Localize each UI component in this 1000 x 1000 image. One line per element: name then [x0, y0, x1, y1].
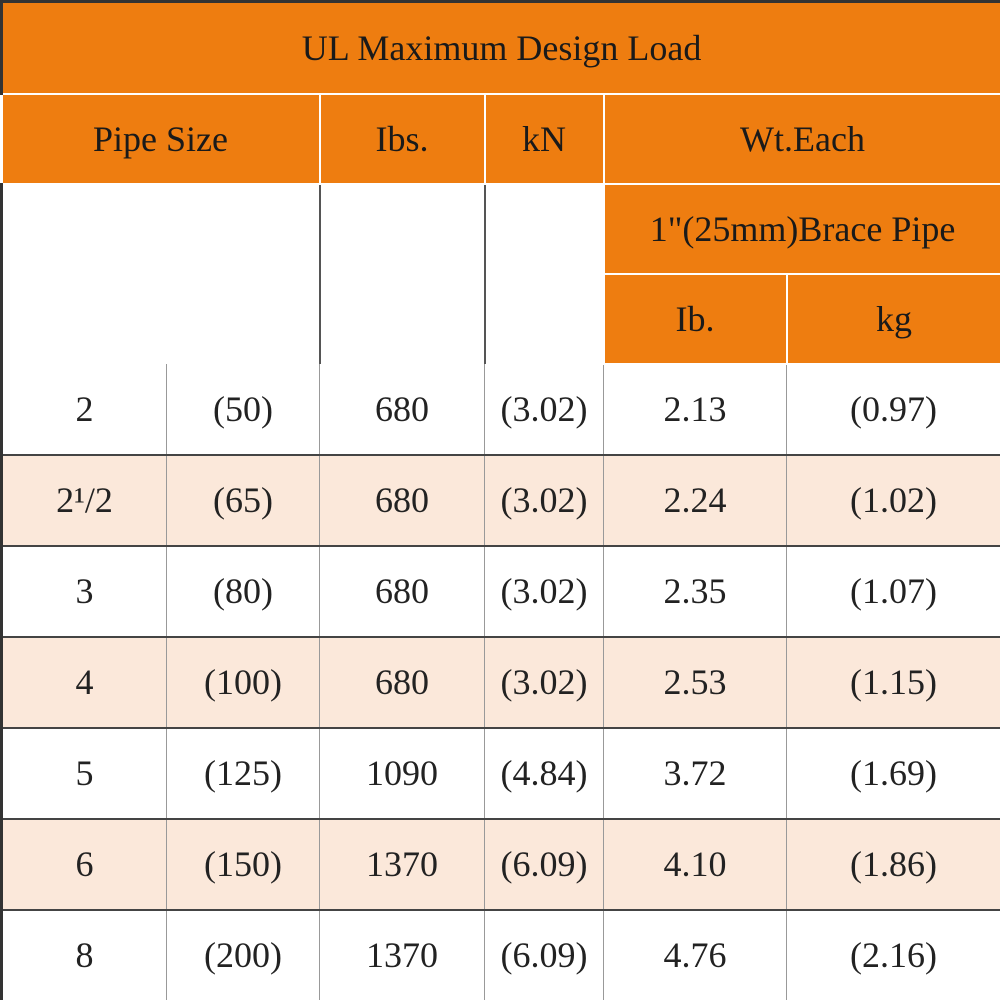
- table-title: UL Maximum Design Load: [0, 0, 1000, 95]
- data-row: 8 (200) 1370 (6.09) 4.76 (2.16): [0, 909, 1000, 1000]
- data-cell: (50): [166, 363, 320, 456]
- data-cell: (6.09): [484, 818, 604, 911]
- data-cell: 1090: [319, 727, 485, 820]
- data-cell: (2.16): [785, 909, 1000, 1000]
- data-cell: (3.02): [484, 636, 604, 729]
- data-cell: (1.02): [785, 454, 1000, 547]
- data-cell: (3.02): [484, 454, 604, 547]
- data-row: 5 (125) 1090 (4.84) 3.72 (1.69): [0, 727, 1000, 820]
- blank-cell: [483, 183, 604, 364]
- data-cell: 680: [319, 545, 485, 638]
- data-cell: (65): [166, 454, 320, 547]
- data-cell: 1370: [319, 818, 485, 911]
- data-row: 2¹/2 (65) 680 (3.02) 2.24 (1.02): [0, 454, 1000, 547]
- data-cell: (1.86): [785, 818, 1000, 911]
- data-row: 4 (100) 680 (3.02) 2.53 (1.15): [0, 636, 1000, 729]
- data-cell: (3.02): [484, 363, 604, 456]
- header-cell: Ib.: [602, 272, 788, 365]
- data-cell: 680: [319, 454, 485, 547]
- header-cell: Wt.Each: [602, 92, 1000, 185]
- data-cell: (1.07): [785, 545, 1000, 638]
- data-cell: (3.02): [484, 545, 604, 638]
- data-cell: (200): [166, 909, 320, 1000]
- data-cell: 680: [319, 363, 485, 456]
- data-cell: (1.69): [785, 727, 1000, 820]
- header-cell: kg: [785, 272, 1000, 365]
- data-row: 2 (50) 680 (3.02) 2.13 (0.97): [0, 363, 1000, 456]
- data-cell: (6.09): [484, 909, 604, 1000]
- header-cell: 1"(25mm)Brace Pipe: [602, 182, 1000, 275]
- data-cell: 6: [0, 818, 167, 911]
- data-cell: 4: [0, 636, 167, 729]
- data-cell: 2.13: [603, 363, 787, 456]
- header-cell: Pipe Size: [0, 92, 321, 185]
- data-cell: 4.76: [603, 909, 787, 1000]
- data-cell: 2: [0, 363, 167, 456]
- data-cell: 8: [0, 909, 167, 1000]
- data-cell: 5: [0, 727, 167, 820]
- data-row: 6 (150) 1370 (6.09) 4.10 (1.86): [0, 818, 1000, 911]
- header-cell: kN: [483, 92, 605, 185]
- data-cell: (4.84): [484, 727, 604, 820]
- data-cell: (80): [166, 545, 320, 638]
- data-cell: 1370: [319, 909, 485, 1000]
- data-cell: 2.53: [603, 636, 787, 729]
- data-cell: (150): [166, 818, 320, 911]
- data-cell: 4.10: [603, 818, 787, 911]
- data-cell: (125): [166, 727, 320, 820]
- data-cell: 3.72: [603, 727, 787, 820]
- data-row: 3 (80) 680 (3.02) 2.35 (1.07): [0, 545, 1000, 638]
- blank-cell: [318, 183, 485, 364]
- data-cell: (1.15): [785, 636, 1000, 729]
- data-cell: 2.35: [603, 545, 787, 638]
- blank-cell: [0, 183, 320, 364]
- header-cell: Ibs.: [318, 92, 486, 185]
- data-cell: 2.24: [603, 454, 787, 547]
- data-cell: 680: [319, 636, 485, 729]
- data-cell: 3: [0, 545, 167, 638]
- data-cell: 2¹/2: [0, 454, 167, 547]
- data-cell: (100): [166, 636, 320, 729]
- data-cell: (0.97): [785, 363, 1000, 456]
